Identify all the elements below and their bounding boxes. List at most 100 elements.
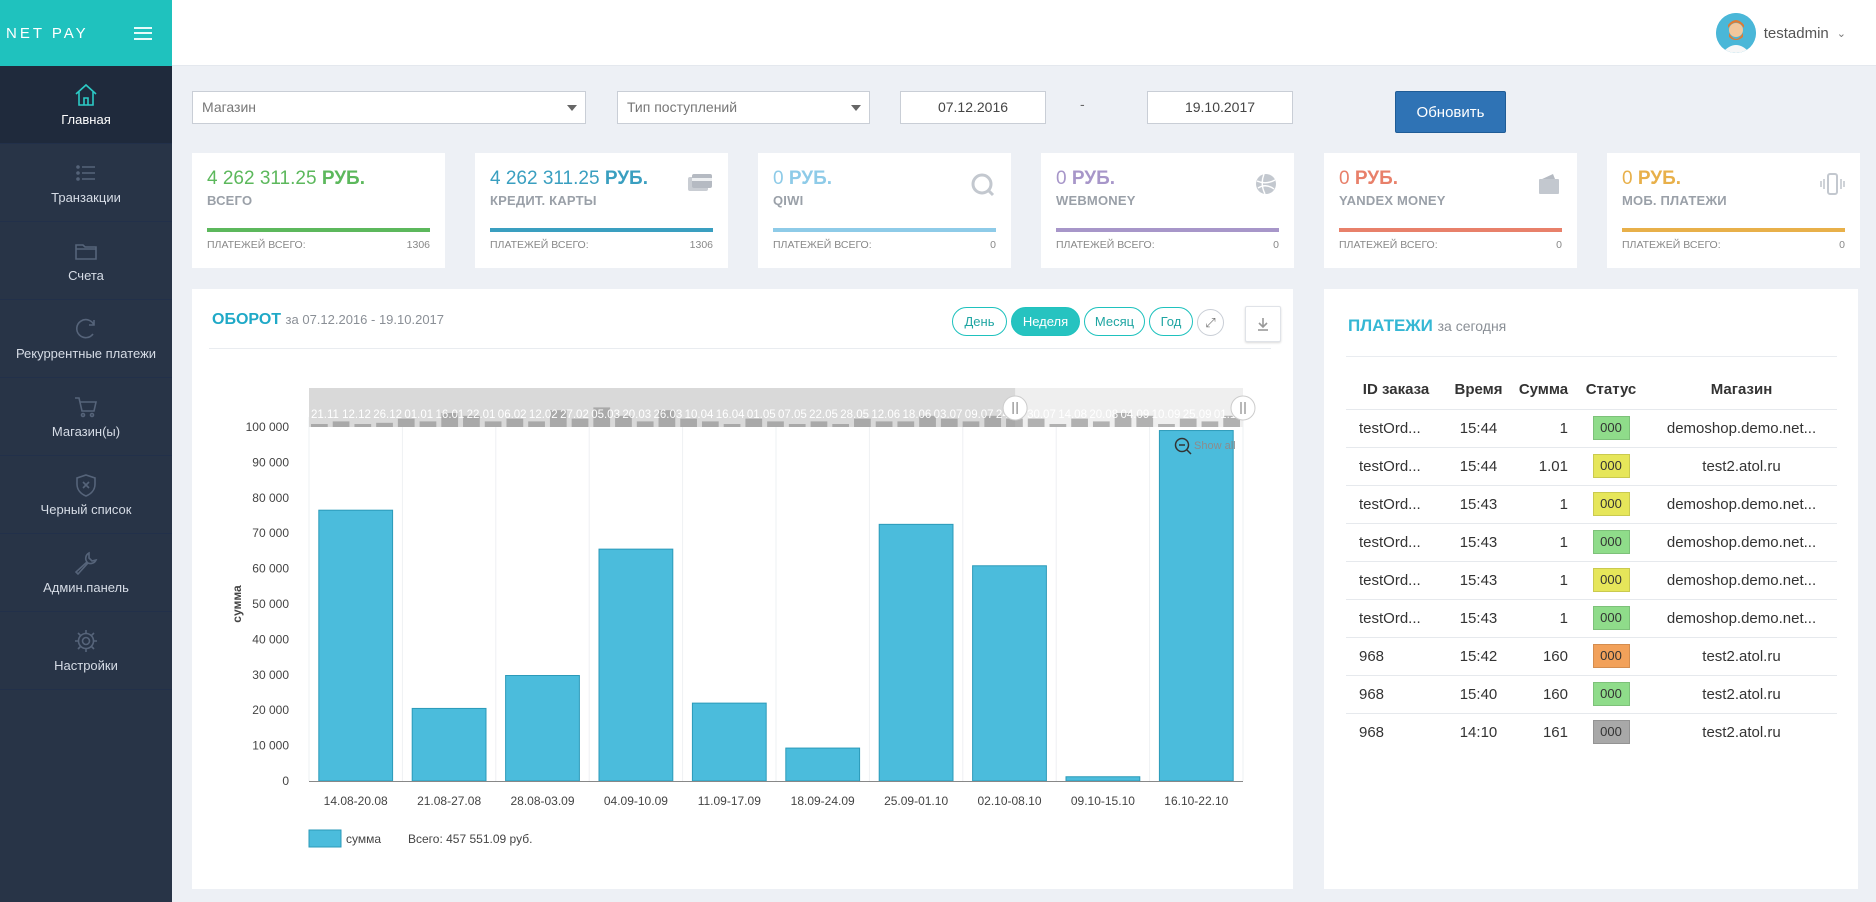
column-header[interactable]: Статус <box>1585 380 1637 398</box>
y-tick-label: 10 000 <box>252 739 289 753</box>
time-cell: 15:43 <box>1446 560 1511 599</box>
shop-select-placeholder: Магазин <box>202 99 257 115</box>
bar <box>1065 776 1141 782</box>
bar <box>878 523 954 782</box>
navigator-bar <box>875 421 893 427</box>
navigator-label: 05.03 <box>591 409 620 421</box>
status-cell: 000 <box>1576 560 1646 599</box>
card-amount-value: 0 <box>1056 168 1067 189</box>
turnover-period: за 07.12.2016 - 19.10.2017 <box>285 312 445 327</box>
navigator-label: 26.12 <box>373 409 402 421</box>
table-row[interactable]: testOrd... 15:43 1 000 demoshop.demo.net... <box>1346 560 1837 599</box>
home-icon <box>75 83 97 106</box>
refresh-button[interactable]: Обновить <box>1395 91 1506 133</box>
table-row[interactable]: testOrd... 15:44 1.01 000 test2.atol.ru <box>1346 446 1837 485</box>
navigator-bar <box>897 421 915 427</box>
card-footer-count: 0 <box>990 239 996 251</box>
sidebar-item-settings[interactable]: Настройки <box>0 612 172 690</box>
status-cell: 000 <box>1576 712 1646 751</box>
range-year-button[interactable]: Год <box>1149 307 1193 336</box>
shop-cell: demoshop.demo.net... <box>1646 522 1837 561</box>
sidebar-item-accounts[interactable]: Счета <box>0 222 172 300</box>
table-row[interactable]: 968 15:42 160 000 test2.atol.ru <box>1346 636 1837 675</box>
range-week-button[interactable]: Неделя <box>1011 307 1080 336</box>
column-header[interactable]: Сумма <box>1518 380 1569 398</box>
table-row[interactable]: testOrd... 15:43 1 000 demoshop.demo.net... <box>1346 522 1837 561</box>
date-to-field[interactable]: 19.10.2017 <box>1147 91 1293 124</box>
time-cell: 15:43 <box>1446 484 1511 523</box>
y-tick-label: 70 000 <box>252 526 289 540</box>
sidebar: NET PAY Главная Транзакции Счета Рекурре… <box>0 0 172 902</box>
card-label: WEBMONEY <box>1056 193 1136 208</box>
card-footer-label: ПЛАТЕЖЕЙ ВСЕГО: <box>1622 239 1721 251</box>
range-day-button[interactable]: День <box>952 307 1007 336</box>
navigator-bar <box>1223 415 1240 427</box>
bar <box>785 747 861 782</box>
range-month-button[interactable]: Месяц <box>1084 307 1145 336</box>
payments-title-text: ПЛАТЕЖИ <box>1348 316 1433 335</box>
sidebar-item-recurring[interactable]: Рекуррентные платежи <box>0 300 172 378</box>
user-menu[interactable]: testadmin ⌄ <box>1715 13 1846 53</box>
shop-select[interactable]: Магазин <box>192 91 586 124</box>
show-all-button[interactable]: Show all <box>1174 437 1236 455</box>
navigator-bar <box>1136 415 1154 427</box>
navigator-handle[interactable] <box>1230 395 1256 421</box>
download-button[interactable] <box>1245 306 1281 342</box>
bar <box>972 565 1047 782</box>
table-row[interactable]: testOrd... 15:43 1 000 demoshop.demo.net... <box>1346 484 1837 523</box>
navigator-label: 01.05 <box>747 409 776 421</box>
order-id-cell: testOrd... <box>1346 408 1446 447</box>
navigator-bar <box>463 415 480 427</box>
table-row[interactable]: testOrd... 15:43 1 000 demoshop.demo.net... <box>1346 598 1837 637</box>
order-id-cell: 968 <box>1346 712 1446 751</box>
payments-panel: ПЛАТЕЖИ за сегодня ID заказа Время Сумма… <box>1324 289 1858 889</box>
card-amount: 0 РУБ. <box>1056 168 1279 190</box>
column-header[interactable]: Время <box>1454 380 1503 398</box>
sidebar-item-label: Настройки <box>54 658 118 673</box>
table-header-row: ID заказа Время Сумма Статус Магазин <box>1346 370 1837 409</box>
navigator-label: 04.09 <box>1120 409 1149 421</box>
card-footer: ПЛАТЕЖЕЙ ВСЕГО: 1306 <box>207 239 430 251</box>
navigator-bar <box>723 424 741 427</box>
payment-type-select[interactable]: Тип поступлений <box>617 91 870 124</box>
card-progress-bar <box>207 228 430 232</box>
sidebar-item-shops[interactable]: Магазин(ы) <box>0 378 172 456</box>
table-row[interactable]: 968 15:40 160 000 test2.atol.ru <box>1346 674 1837 713</box>
sidebar-item-admin[interactable]: Админ.панель <box>0 534 172 612</box>
navigator-bar <box>810 421 828 427</box>
bar <box>598 548 674 782</box>
navigator-bar <box>984 415 1002 427</box>
card-currency: РУБ. <box>1071 168 1116 189</box>
table-row[interactable]: testOrd... 15:44 1 000 demoshop.demo.net... <box>1346 408 1837 447</box>
navigator-label: 16.01 <box>436 409 465 421</box>
card-footer-label: ПЛАТЕЖЕЙ ВСЕГО: <box>1339 239 1438 251</box>
sidebar-item-transactions[interactable]: Транзакции <box>0 144 172 222</box>
bar <box>411 707 487 782</box>
time-cell: 15:43 <box>1446 598 1511 637</box>
column-header[interactable]: ID заказа <box>1362 380 1430 398</box>
fullscreen-icon[interactable]: ⤢ <box>1197 309 1224 336</box>
x-tick-label: 02.10-08.10 <box>977 794 1041 808</box>
navigator-bar <box>397 418 415 427</box>
table-row[interactable]: 968 14:10 161 000 test2.atol.ru <box>1346 712 1837 751</box>
hamburger-menu-icon[interactable] <box>134 26 152 40</box>
navigator-label: 07.05 <box>778 409 807 421</box>
navigator-bar <box>701 421 719 427</box>
navigator-bar <box>549 410 567 427</box>
wrench-icon <box>74 551 98 576</box>
date-from-field[interactable]: 07.12.2016 <box>900 91 1046 124</box>
sidebar-item-home[interactable]: Главная <box>0 66 172 144</box>
sidebar-item-blacklist[interactable]: Черный список <box>0 456 172 534</box>
legend-label: сумма <box>346 832 381 846</box>
navigator-label: 22.01 <box>467 409 496 421</box>
shop-cell: test2.atol.ru <box>1646 636 1837 675</box>
top-bar: testadmin ⌄ <box>172 0 1876 66</box>
navigator-bar <box>745 418 763 427</box>
navigator-handle[interactable] <box>1002 395 1028 421</box>
column-header[interactable]: Магазин <box>1710 380 1773 398</box>
sum-cell: 160 <box>1511 636 1576 675</box>
card-label: QIWI <box>773 193 804 208</box>
status-cell: 000 <box>1576 446 1646 485</box>
gear-icon <box>75 630 97 652</box>
card-amount-value: 0 <box>1622 168 1633 189</box>
